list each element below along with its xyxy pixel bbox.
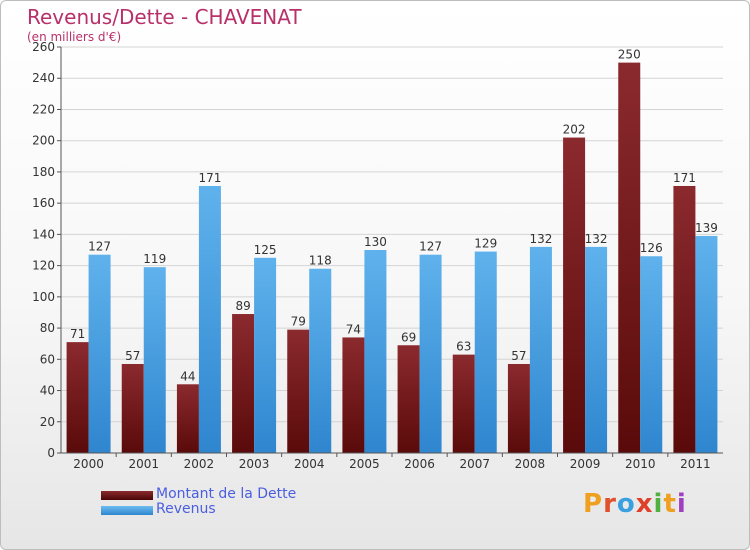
- bar-revenue-2000: [88, 254, 111, 453]
- value-label-debt-2009: 202: [563, 123, 586, 137]
- logo-letter: i: [676, 489, 687, 519]
- bar-debt-2003: [232, 314, 255, 453]
- bar-revenue-2005: [364, 250, 387, 453]
- logo-letter: x: [635, 489, 654, 519]
- value-label-revenue-2010: 126: [640, 241, 663, 255]
- value-label-revenue-2006: 127: [419, 240, 442, 254]
- value-label-debt-2001: 57: [125, 349, 140, 363]
- value-label-revenue-2004: 118: [309, 254, 332, 268]
- y-tick-label: 120: [32, 259, 55, 273]
- value-label-revenue-2005: 130: [364, 235, 387, 249]
- bar-debt-2009: [563, 137, 586, 454]
- legend-label-revenue: Revenus: [156, 501, 216, 517]
- y-tick-label: 140: [32, 227, 55, 241]
- logo-letter: r: [603, 489, 617, 519]
- y-tick-label: 20: [40, 415, 55, 429]
- x-tick-label: 2009: [570, 457, 601, 471]
- value-label-revenue-2011: 139: [695, 221, 718, 235]
- blue-swatch-icon: [101, 506, 153, 515]
- value-label-debt-2005: 74: [346, 322, 361, 336]
- x-axis-ticks: 2000 2001 2002 2003 2004 2005 2006 2007 2008 2009…: [73, 453, 711, 471]
- x-tick-label: 2010: [625, 457, 656, 471]
- bar-debt-2004: [287, 329, 310, 453]
- y-tick-label: 60: [40, 352, 55, 366]
- logo-letter: o: [616, 489, 636, 519]
- legend-label-debt: Montant de la Dette: [156, 486, 297, 502]
- y-tick-label: 100: [32, 290, 55, 304]
- value-label-revenue-2000: 127: [88, 240, 111, 254]
- value-label-revenue-2009: 132: [585, 232, 608, 246]
- chart-subtitle: (en milliers d'€): [27, 30, 122, 44]
- value-label-revenue-2008: 132: [529, 232, 552, 246]
- x-tick-label: 2001: [128, 457, 159, 471]
- bar-revenue-2004: [309, 268, 332, 453]
- y-tick-label: 180: [32, 165, 55, 179]
- bar-debt-2001: [121, 363, 144, 453]
- value-label-debt-2010: 250: [618, 48, 641, 62]
- x-tick-label: 2003: [239, 457, 270, 471]
- bar-debt-2007: [452, 354, 475, 453]
- value-label-debt-2007: 63: [456, 340, 471, 354]
- x-tick-label: 2006: [404, 457, 435, 471]
- bar-debt-2008: [507, 363, 530, 453]
- bar-revenue-2001: [143, 267, 166, 453]
- bar-revenue-2008: [529, 246, 552, 453]
- value-label-debt-2004: 79: [291, 315, 306, 329]
- bar-debt-2010: [618, 62, 641, 453]
- bar-revenue-2002: [198, 185, 221, 453]
- x-tick-label: 2007: [459, 457, 490, 471]
- chart-title: Revenus/Dette - CHAVENAT: [27, 5, 302, 29]
- y-tick-label: 220: [32, 102, 55, 116]
- bar-debt-2011: [673, 185, 696, 453]
- bar-revenue-2006: [419, 254, 442, 453]
- bar-debt-2005: [342, 337, 365, 453]
- logo-letter: i: [653, 489, 664, 519]
- value-label-debt-2003: 89: [235, 299, 250, 313]
- y-tick-label: 200: [32, 134, 55, 148]
- value-label-debt-2000: 71: [70, 327, 85, 341]
- bar-revenue-2003: [254, 257, 277, 453]
- value-label-revenue-2007: 129: [474, 237, 497, 251]
- x-tick-label: 2000: [73, 457, 104, 471]
- value-label-debt-2008: 57: [511, 349, 526, 363]
- value-label-debt-2006: 69: [401, 330, 416, 344]
- bar-revenue-2009: [585, 246, 608, 453]
- x-tick-label: 2002: [184, 457, 215, 471]
- bar-debt-2000: [66, 342, 89, 453]
- proxiti-logo: Proxiti: [583, 489, 687, 519]
- bar-revenue-2007: [474, 251, 497, 453]
- bar-debt-2002: [176, 384, 199, 453]
- logo-letter: P: [583, 489, 604, 519]
- y-tick-label: 80: [40, 321, 55, 335]
- bar-revenue-2011: [695, 235, 718, 453]
- y-tick-label: 260: [32, 40, 55, 54]
- x-tick-label: 2005: [349, 457, 380, 471]
- value-label-revenue-2001: 119: [143, 252, 166, 266]
- value-label-revenue-2002: 171: [198, 171, 221, 185]
- x-tick-label: 2008: [515, 457, 546, 471]
- value-label-debt-2002: 44: [180, 369, 195, 383]
- y-tick-label: 240: [32, 71, 55, 85]
- value-label-revenue-2003: 125: [254, 243, 277, 257]
- x-tick-label: 2011: [680, 457, 711, 471]
- y-axis-ticks: 0 20 40 60 80 100 120 140 160 180 200 220 240 260: [32, 40, 61, 460]
- y-tick-label: 0: [47, 446, 55, 460]
- gridlines: [61, 46, 723, 423]
- bar-debt-2006: [397, 345, 420, 453]
- dark-red-swatch-icon: [101, 491, 153, 500]
- logo-letter: t: [663, 489, 677, 519]
- y-tick-label: 40: [40, 384, 55, 398]
- y-tick-label: 160: [32, 196, 55, 210]
- value-labels: 71 127 57 119 44 171 89 125 79 118 74 130 69 127 63 129…: [70, 48, 718, 384]
- bar-revenue-2010: [640, 256, 663, 453]
- x-tick-label: 2004: [294, 457, 325, 471]
- bars: [66, 62, 718, 454]
- value-label-debt-2011: 171: [673, 171, 696, 185]
